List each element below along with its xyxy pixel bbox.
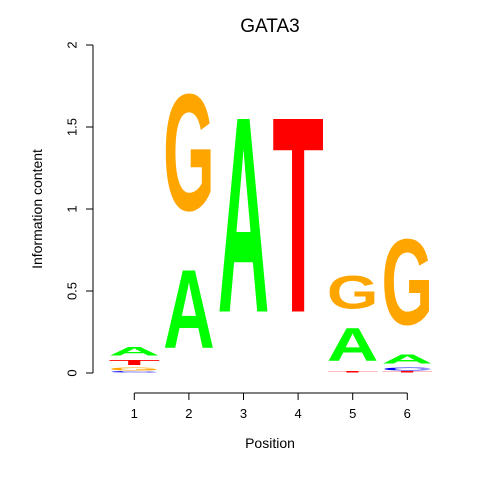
y-axis-label: Information content: [29, 149, 45, 269]
letter-A: A: [163, 248, 215, 373]
y-tick-label: 0.5: [64, 282, 79, 300]
x-tick-label: 3: [240, 406, 247, 421]
x-tick-label: 1: [131, 406, 138, 421]
letter-T: T: [109, 358, 161, 366]
x-axis-label: Position: [245, 435, 295, 451]
letter-A: A: [218, 59, 270, 371]
letter-G: G: [163, 59, 215, 246]
letter-G: G: [382, 214, 434, 351]
y-axis: 0 0.5 1 1.5 2: [64, 41, 94, 377]
y-tick-label: 2: [64, 41, 79, 48]
letter-stack-5: TAG: [327, 267, 379, 373]
x-axis: 1 2 3 4 5 6: [131, 392, 411, 421]
letter-T: T: [382, 371, 434, 373]
letter-stack-3: A: [218, 59, 270, 371]
y-tick-label: 1: [64, 205, 79, 212]
letter-stack-4: T: [272, 58, 324, 371]
letter-T: T: [327, 371, 379, 373]
x-tick-label: 6: [404, 406, 411, 421]
x-tick-label: 4: [294, 406, 301, 421]
x-tick-label: 2: [185, 406, 192, 421]
letter-stack-2: AG: [163, 59, 215, 373]
letter-A: A: [382, 351, 434, 366]
letter-C: C: [109, 371, 161, 373]
letter-A: A: [327, 318, 379, 371]
letter-T: T: [272, 58, 324, 371]
letter-G: G: [327, 267, 379, 319]
x-tick-label: 5: [349, 406, 356, 421]
letter-G: G: [109, 366, 161, 371]
letter-A: A: [109, 345, 161, 358]
y-tick-label: 0: [64, 369, 79, 376]
chart-title: GATA3: [240, 16, 299, 37]
letter-C: C: [382, 366, 434, 371]
y-tick-label: 1.5: [64, 118, 79, 136]
